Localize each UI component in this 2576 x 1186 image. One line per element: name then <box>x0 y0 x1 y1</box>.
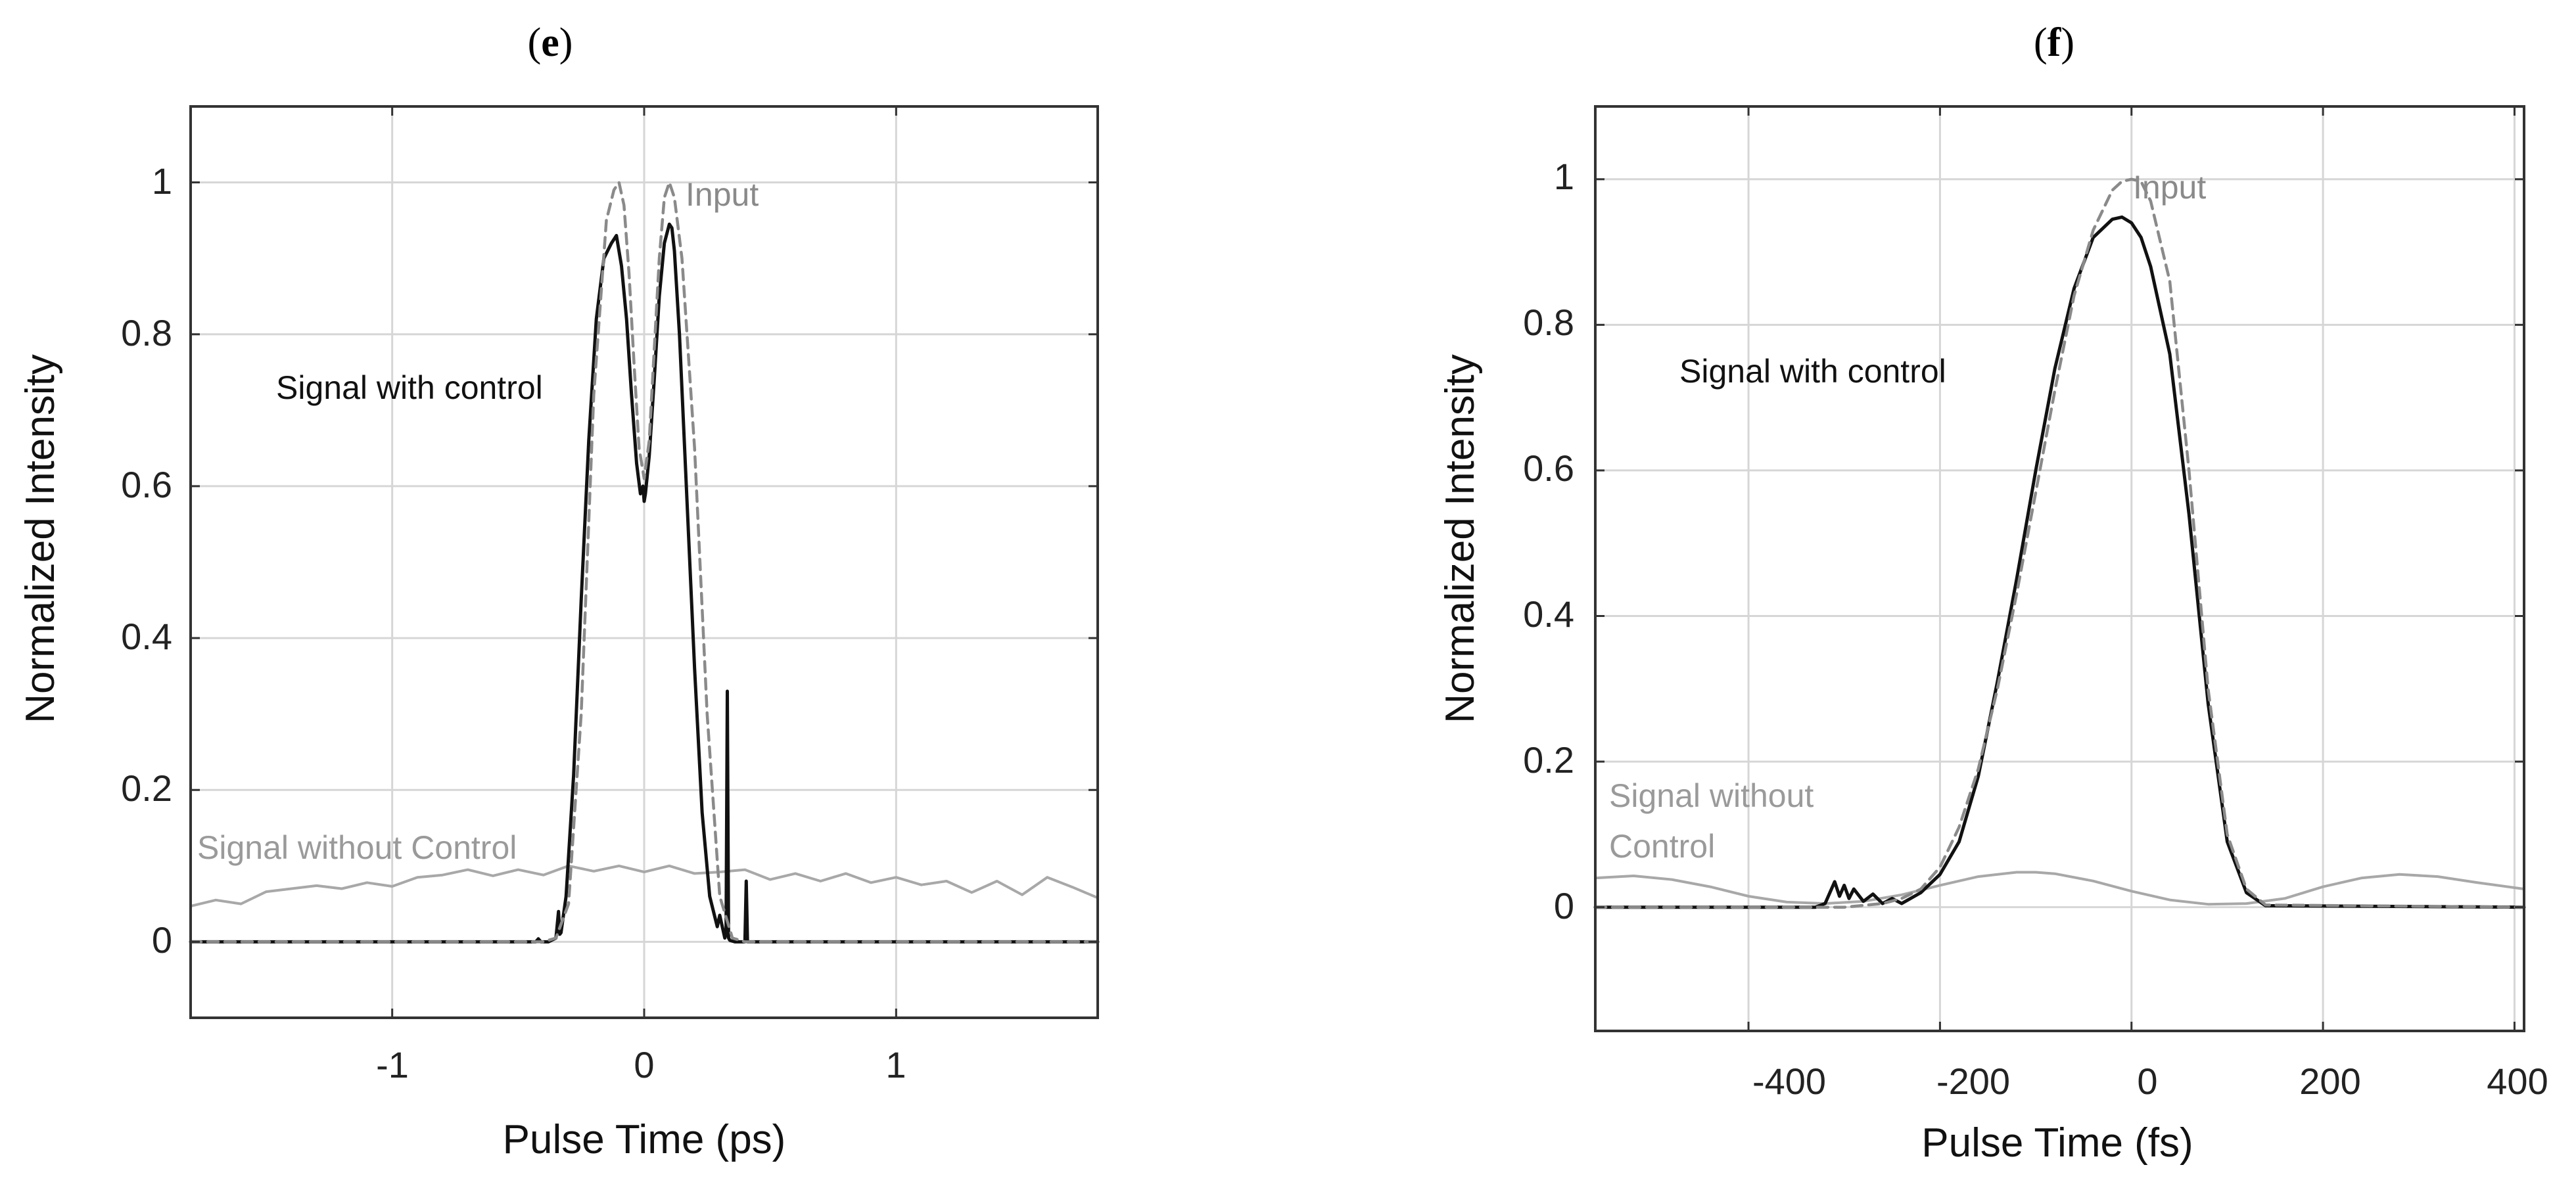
panel-f-signal-with-control-annotation: Signal with control <box>1679 353 1946 390</box>
panel-e-input-line <box>189 181 1100 944</box>
panel-e-signal-with-control-annotation: Signal with control <box>276 369 543 406</box>
panel-f-signal-without-control-line <box>1594 871 2525 906</box>
panel-f-xtick-label: -400 <box>1752 1061 1826 1102</box>
panel-f-xtick-label: 0 <box>2137 1061 2157 1102</box>
panel-f-xtick-label: 200 <box>2299 1061 2360 1102</box>
panel-f-ytick-label: 0 <box>1554 885 1574 926</box>
panel-e-letter: (e) <box>528 20 573 65</box>
panel-f-input-line <box>1593 177 2526 909</box>
panel-f-xtick-label: 400 <box>2487 1061 2548 1102</box>
panel-f-xtick-label: -200 <box>1936 1061 2010 1102</box>
panel-e-ytick-label: 0.4 <box>121 616 172 657</box>
panel-e-x-axis-label: Pulse Time (ps) <box>503 1117 786 1162</box>
panel-f-series <box>1593 177 2526 909</box>
panel-f-ytick-label: 1 <box>1554 156 1574 197</box>
panel-e-gridlines <box>191 106 1098 1018</box>
panel-f-signal-without-control-annotation-line1: Signal without <box>1609 777 1814 814</box>
panel-e-series <box>189 181 1100 944</box>
panel-f-y-axis-label: Normalized Intensity <box>1438 354 1483 723</box>
panel-e-input-annotation: Input <box>686 176 759 213</box>
panel-e: (e) 0 0.2 0.4 0.6 0.8 1 -1 0 1 Pulse Tim… <box>18 20 1100 1162</box>
panel-e-ytick-label: 0.6 <box>121 464 172 505</box>
panel-f: (f) 0 0.2 0.4 0.6 0.8 1 -400 -200 0 200 … <box>1438 20 2548 1166</box>
panel-e-ytick-label: 0 <box>152 919 172 961</box>
panel-e-ytick-label: 1 <box>152 160 172 202</box>
panel-f-ytick-label: 0.4 <box>1523 593 1574 635</box>
panel-f-ytick-label: 0.6 <box>1523 447 1574 489</box>
panel-e-ytick-label: 0.8 <box>121 312 172 354</box>
panel-f-ytick-label: 0.8 <box>1523 302 1574 343</box>
panel-e-xtick-label: -1 <box>376 1044 409 1085</box>
panel-e-xtick-label: 1 <box>885 1044 906 1085</box>
panel-f-x-axis-label: Pulse Time (fs) <box>1921 1120 2193 1166</box>
panel-e-tick-marks <box>191 106 1098 1018</box>
panel-f-tick-marks <box>1595 106 2524 1031</box>
panel-f-letter: (f) <box>2034 20 2074 65</box>
panel-f-signal-without-control-annotation-line2: Control <box>1609 828 1715 865</box>
panel-e-ytick-label: 0.2 <box>121 767 172 809</box>
panel-e-signal-without-control-line <box>189 864 1099 908</box>
panel-f-plot-frame <box>1594 105 2525 1032</box>
panel-e-xtick-label: 0 <box>634 1044 654 1085</box>
panel-e-y-axis-label: Normalized Intensity <box>18 354 63 723</box>
panel-f-input-annotation: Input <box>2133 169 2206 206</box>
panel-f-ytick-label: 0.2 <box>1523 739 1574 781</box>
panel-e-signal-without-control-annotation: Signal without Control <box>197 829 517 866</box>
